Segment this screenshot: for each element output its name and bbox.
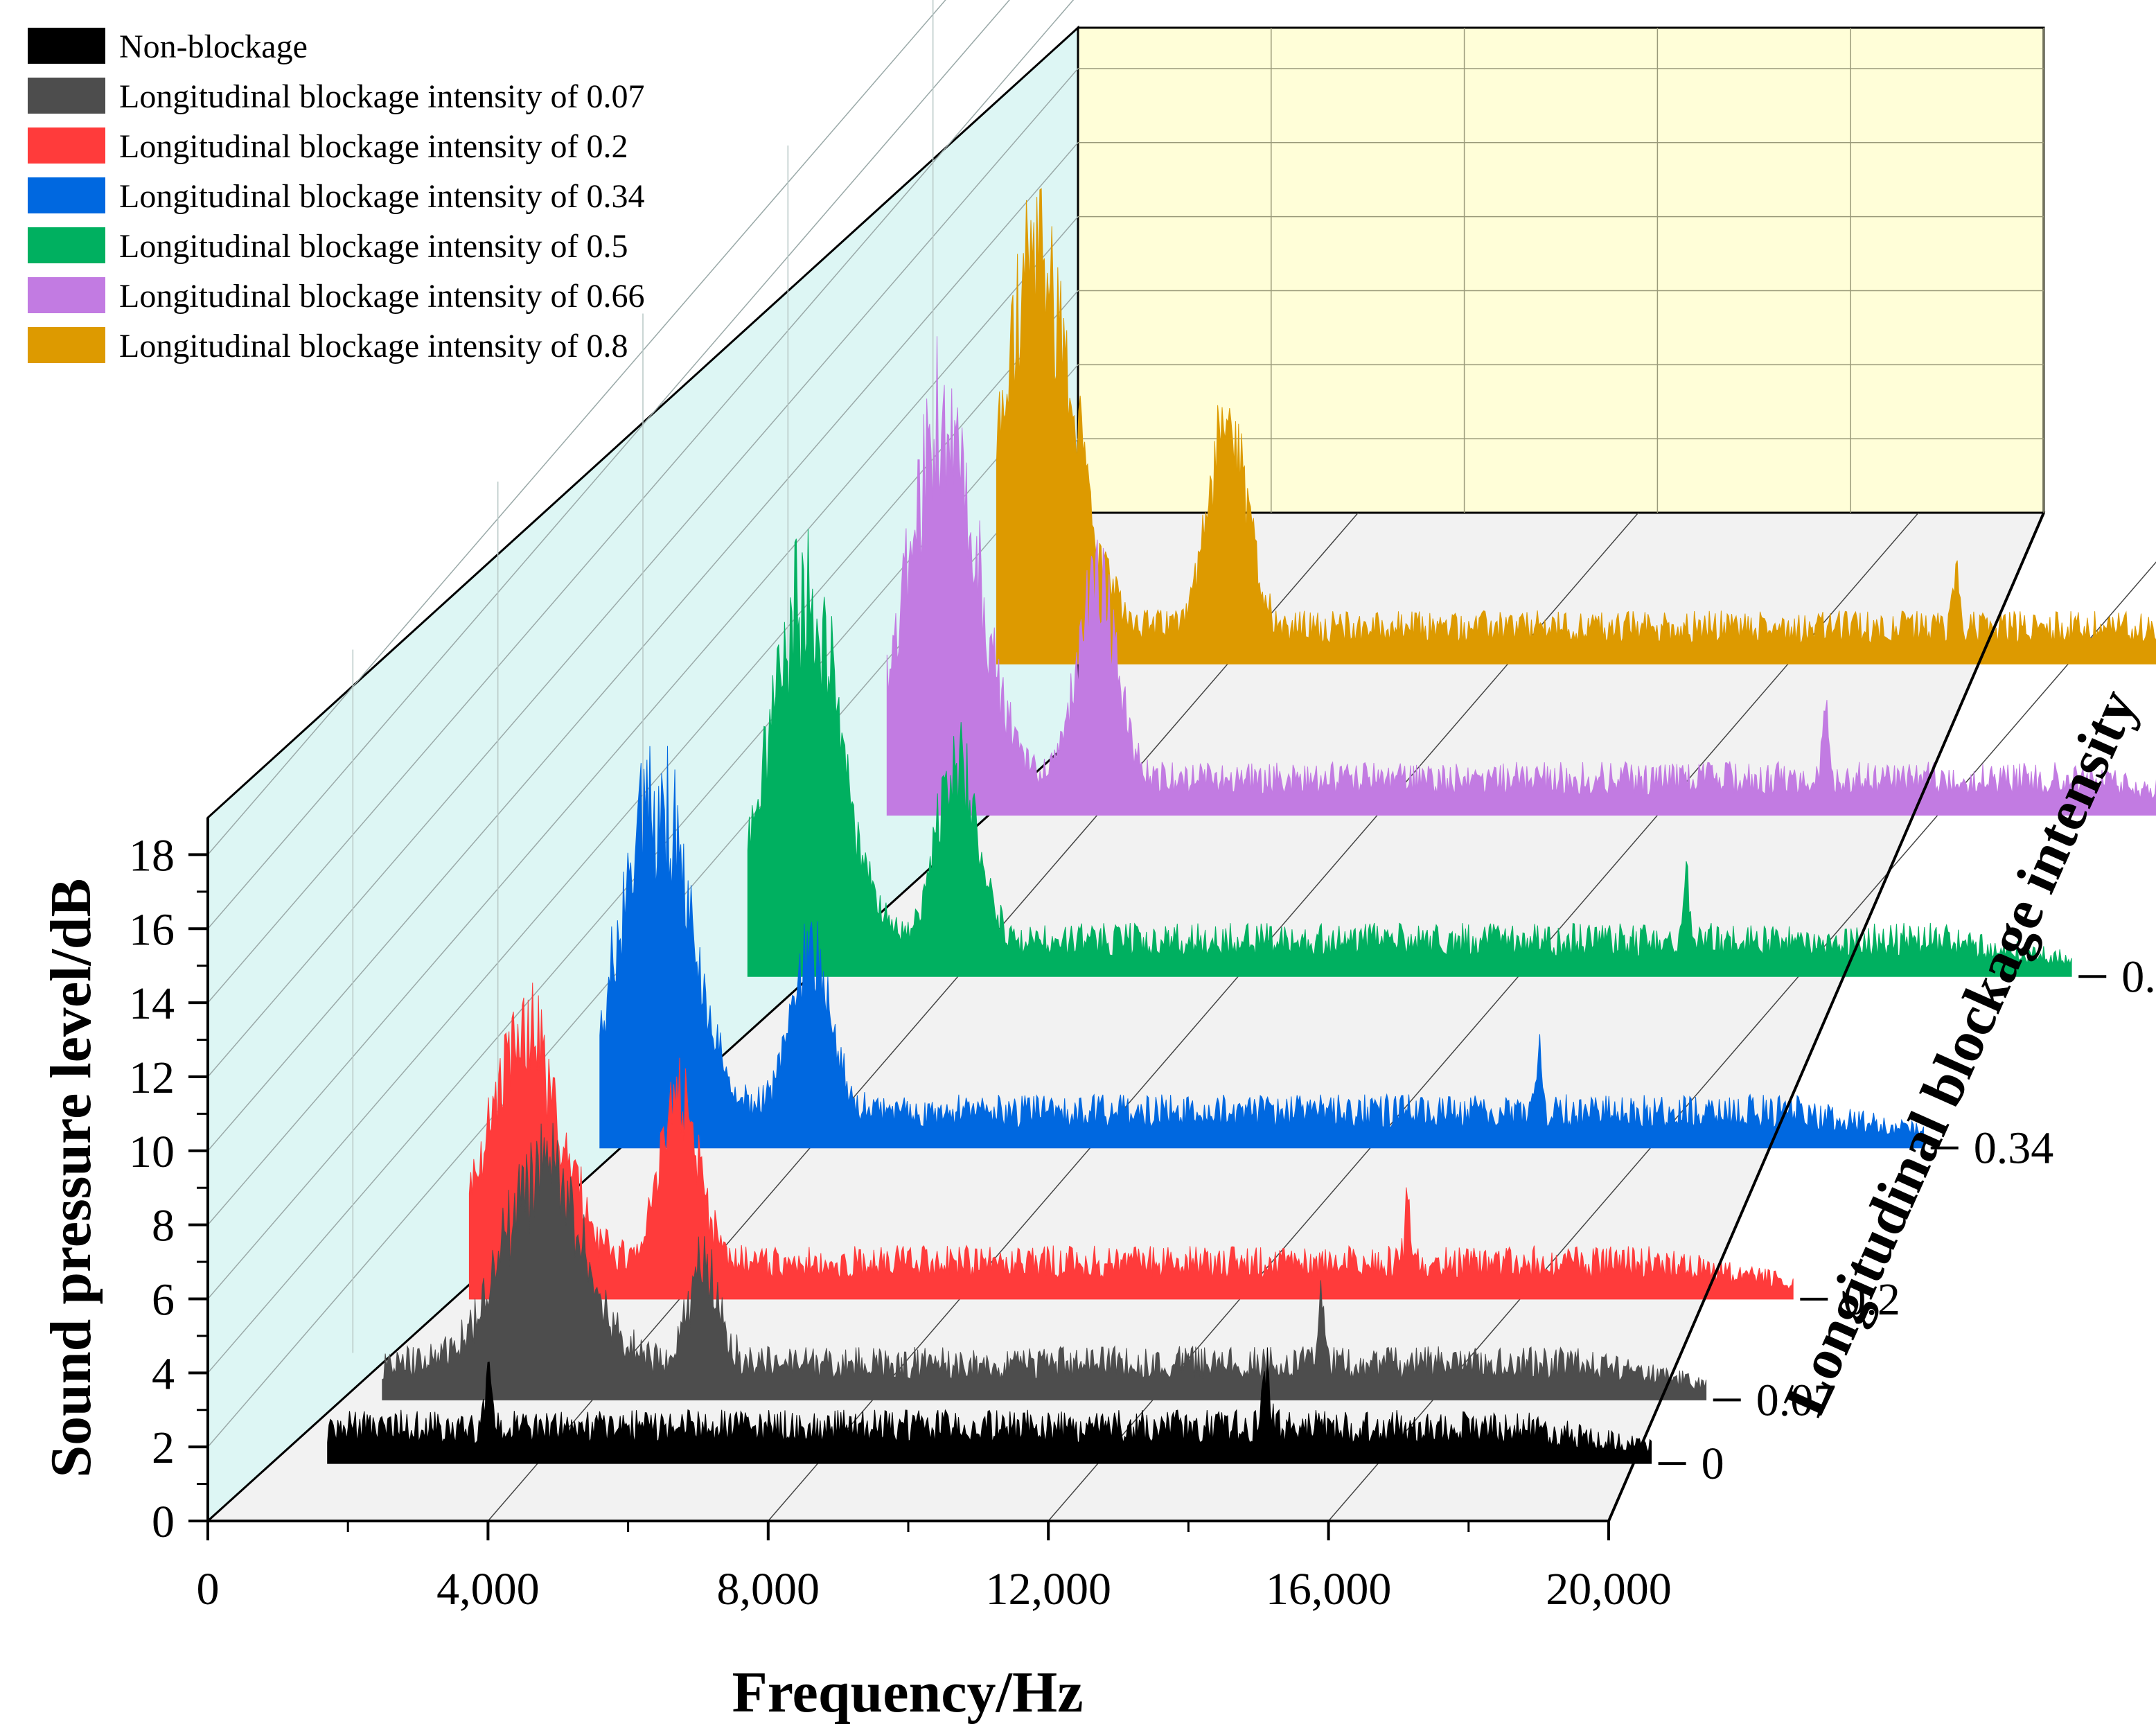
x-tick-label: 16,000 xyxy=(1266,1564,1392,1615)
series-area-0-8 xyxy=(996,188,2156,665)
x-tick-label: 8,000 xyxy=(717,1564,820,1615)
legend-swatch xyxy=(28,227,105,263)
x-tick-label: 0 xyxy=(197,1564,220,1615)
y-tick-label: 0 xyxy=(152,1497,175,1547)
x-tick-label: 4,000 xyxy=(436,1564,540,1615)
legend-swatch xyxy=(28,28,105,64)
floor-gridline xyxy=(768,512,1639,1522)
y-tick-label: 12 xyxy=(129,1053,175,1103)
y-tick-label: 8 xyxy=(152,1201,175,1251)
y-tick-label: 2 xyxy=(152,1423,175,1473)
z-tick-label: 0 xyxy=(1702,1439,1724,1489)
z-tick-label: 0.07 xyxy=(1756,1375,1837,1425)
x-tick-label: 20,000 xyxy=(1546,1564,1672,1615)
floor-gridline xyxy=(1328,561,2156,1522)
y-tick-label: 4 xyxy=(152,1348,175,1399)
legend-swatch xyxy=(28,127,105,164)
legend-label: Longitudinal blockage intensity of 0.07 xyxy=(119,78,645,115)
legend-swatch xyxy=(28,78,105,114)
legend: Non-blockage Longitudinal blockage intens… xyxy=(28,28,645,364)
legend-swatch xyxy=(28,277,105,313)
z-tick-label: 0.34 xyxy=(1974,1123,2054,1174)
wall-grid xyxy=(207,0,2044,1448)
y-tick-label: 16 xyxy=(129,904,175,955)
series-area-0-66 xyxy=(886,336,2156,816)
series-layer xyxy=(327,188,2156,1464)
ticks-layer: 0 4,000 8,000 12,000 16,000 20,000 0 2 4 6 8 10 12 14… xyxy=(129,830,2156,1615)
legend-swatch xyxy=(28,327,105,363)
legend-label: Longitudinal blockage intensity of 0.34 xyxy=(119,178,645,215)
series-area-0-07 xyxy=(382,1123,1707,1400)
y-axis-title: Sound pressure level/dB xyxy=(39,878,103,1477)
z-tick-label: 0.5 xyxy=(2121,951,2156,1002)
legend-swatch xyxy=(28,177,105,213)
series-area-0-34 xyxy=(599,746,1925,1149)
legend-label: Longitudinal blockage intensity of 0.8 xyxy=(119,328,628,364)
y-tick-label: 10 xyxy=(129,1127,175,1177)
series-area-0-2 xyxy=(468,983,1794,1300)
y-tick-label: 14 xyxy=(129,978,175,1029)
y-tick-label: 6 xyxy=(152,1274,175,1325)
series-area-0 xyxy=(327,1347,1652,1464)
x-axis-title: Frequency/Hz xyxy=(732,1660,1083,1725)
series-area-0-5 xyxy=(747,529,2072,977)
legend-label: Longitudinal blockage intensity of 0.5 xyxy=(119,228,628,265)
legend-label: Longitudinal blockage intensity of 0.66 xyxy=(119,278,645,315)
legend-label: Non-blockage xyxy=(119,28,308,65)
y-tick-label: 18 xyxy=(129,830,175,881)
legend-label: Longitudinal blockage intensity of 0.2 xyxy=(119,128,628,165)
z-tick-label: 0.2 xyxy=(1843,1274,1900,1325)
z-axis-line xyxy=(1607,512,2045,1522)
x-tick-label: 12,000 xyxy=(985,1564,1111,1615)
